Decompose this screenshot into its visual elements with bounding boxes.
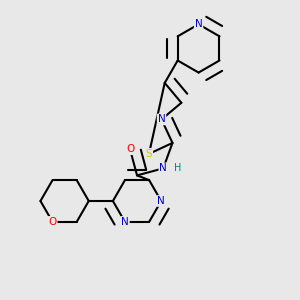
Text: H: H [174, 163, 181, 173]
Text: N: N [159, 164, 167, 173]
Text: O: O [126, 144, 134, 154]
Text: N: N [121, 217, 129, 227]
Text: N: N [195, 19, 203, 29]
Text: N: N [158, 114, 165, 124]
Text: N: N [157, 196, 165, 206]
Text: O: O [48, 217, 57, 227]
Text: S: S [146, 149, 152, 159]
